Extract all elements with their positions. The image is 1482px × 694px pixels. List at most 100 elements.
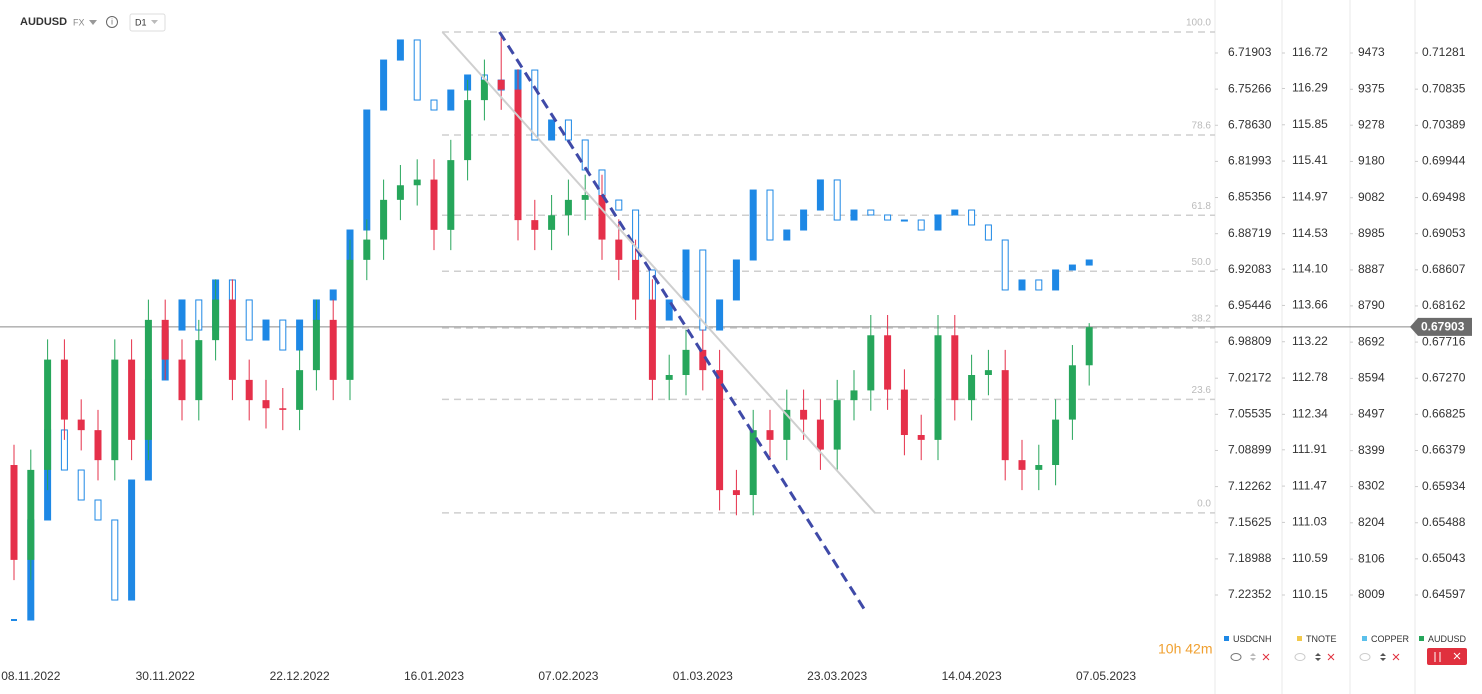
y-tick-label: 7.05535 — [1228, 406, 1272, 420]
x-tick-label: 07.02.2023 — [538, 669, 598, 683]
price-badge — [1410, 317, 1472, 336]
candle-body — [1052, 269, 1060, 291]
candle-body — [363, 239, 371, 260]
x-tick-label: 30.11.2022 — [136, 669, 195, 683]
candle-body — [800, 409, 808, 420]
y-tick-label: 0.65043 — [1422, 551, 1466, 565]
candle-body — [682, 249, 690, 301]
remove-icon[interactable] — [1392, 653, 1400, 661]
symbol: AUDUSD — [20, 16, 67, 28]
timeframe-box[interactable] — [129, 13, 166, 32]
trend-line — [441, 31, 876, 514]
candle-body — [346, 259, 354, 380]
y-tick-label: 112.78 — [1292, 370, 1328, 384]
candle-body — [279, 408, 287, 410]
candle-body — [850, 209, 858, 221]
candle-body — [749, 430, 757, 496]
candle-body — [396, 39, 404, 61]
info-icon[interactable] — [106, 16, 118, 28]
candle-body — [178, 359, 186, 401]
candle-body — [245, 299, 253, 341]
candle-body — [548, 119, 556, 141]
candle-body — [732, 259, 740, 301]
remove-icon[interactable] — [1327, 653, 1335, 661]
candle-body — [77, 469, 85, 501]
active-controls[interactable] — [1427, 648, 1467, 665]
candle-body — [833, 179, 841, 221]
candle-body — [1052, 419, 1060, 466]
order-icon[interactable] — [1434, 652, 1441, 662]
fib-label: 100.0 — [1186, 18, 1211, 29]
y-tick-label: 110.59 — [1292, 551, 1328, 565]
candle-body — [984, 370, 992, 376]
y-tick-label: 6.75266 — [1228, 81, 1272, 95]
x-tick-label: 23.03.2023 — [807, 669, 867, 683]
y-tick-label: 6.92083 — [1228, 262, 1272, 276]
y-tick-label: 8692 — [1358, 334, 1385, 348]
legend-swatch — [1297, 636, 1302, 641]
candle-body — [363, 109, 371, 231]
candle-body — [968, 375, 976, 401]
y-tick-label: 115.41 — [1292, 153, 1328, 167]
candle-body — [111, 519, 119, 601]
candle-body — [1085, 327, 1093, 366]
candle-body — [396, 185, 404, 200]
y-tick-label: 116.72 — [1292, 45, 1328, 59]
x-tick-label: 01.03.2023 — [673, 669, 733, 683]
y-tick-label: 114.10 — [1292, 261, 1328, 275]
y-tick-label: 9278 — [1358, 117, 1385, 131]
y-tick-label: 6.95446 — [1228, 298, 1272, 312]
candle-body — [245, 379, 253, 401]
candle-body — [732, 490, 740, 496]
y-tick-label: 111.91 — [1292, 442, 1327, 456]
candle-body — [917, 219, 925, 231]
eye-icon[interactable] — [1294, 653, 1306, 661]
candle-body — [212, 299, 220, 341]
candle-body — [867, 209, 875, 216]
candle-body — [44, 359, 52, 470]
legend-swatch — [1362, 636, 1367, 641]
y-tick-label: 6.88719 — [1228, 226, 1272, 240]
order-icon[interactable] — [1250, 653, 1256, 661]
candle-body — [1035, 279, 1043, 291]
candle-body — [682, 349, 690, 376]
fib-label: 38.2 — [1192, 314, 1212, 325]
candle-body — [413, 179, 421, 186]
y-tick-label: 0.70835 — [1422, 81, 1466, 95]
candle-body — [380, 199, 388, 240]
candle-body — [749, 189, 757, 261]
candle-body — [716, 299, 724, 331]
candle-body — [128, 359, 136, 440]
order-icon[interactable] — [1380, 653, 1386, 661]
candle-body — [564, 119, 572, 141]
eye-icon[interactable] — [1230, 653, 1242, 661]
eye-icon[interactable] — [1359, 653, 1371, 661]
candle-body — [77, 419, 85, 431]
candle-body — [833, 400, 841, 450]
candle-body — [900, 389, 908, 436]
dropdown-arrow[interactable] — [89, 20, 97, 25]
candle-body — [716, 370, 724, 491]
candle-body — [262, 400, 270, 409]
candle-body — [934, 335, 942, 440]
candle-body — [430, 179, 438, 230]
candle-body — [766, 189, 774, 241]
x-tick-label: 14.04.2023 — [942, 669, 1002, 683]
y-tick-label: 114.97 — [1292, 190, 1328, 204]
y-tick-label: 6.71903 — [1228, 45, 1272, 59]
candle-body — [615, 199, 623, 211]
candle-body — [1068, 264, 1076, 271]
candle-body — [1018, 279, 1026, 291]
candle-body — [27, 469, 35, 560]
order-icon[interactable] — [1315, 653, 1321, 661]
candle-body — [816, 179, 824, 211]
candle-body — [951, 335, 959, 401]
remove-icon[interactable] — [1453, 652, 1461, 660]
info-i: i — [111, 18, 113, 27]
y-tick-label: 8790 — [1358, 298, 1385, 312]
y-tick-label: 8106 — [1358, 551, 1385, 565]
remove-icon[interactable] — [1262, 653, 1270, 661]
y-tick-label: 111.03 — [1292, 515, 1327, 529]
y-tick-label: 6.98809 — [1228, 334, 1272, 348]
